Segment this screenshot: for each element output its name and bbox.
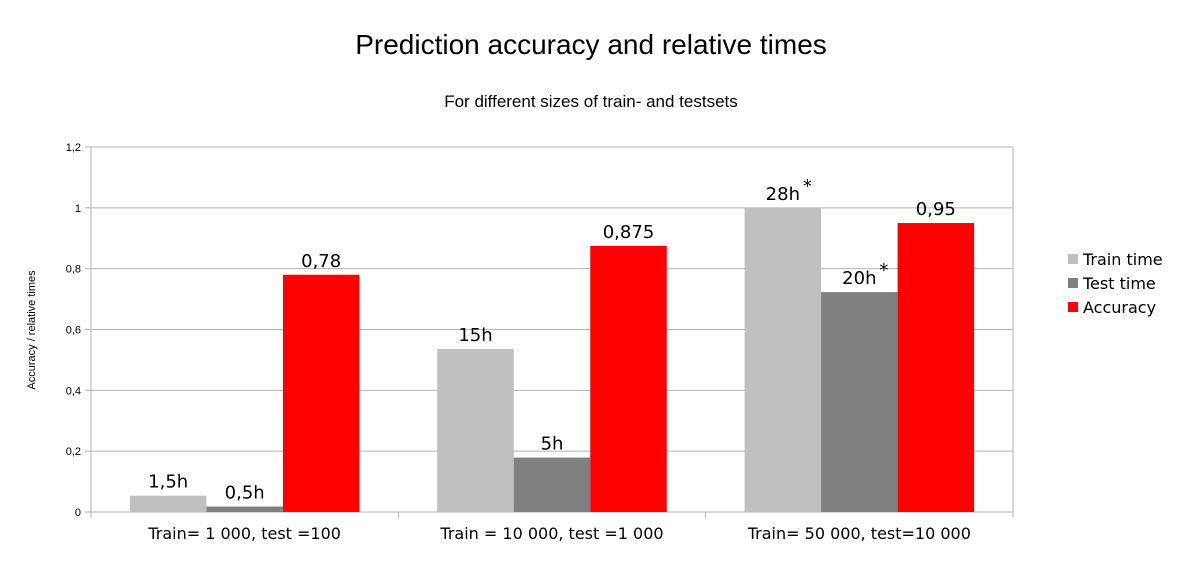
- category-label: Train = 10 000, test =1 000: [439, 524, 663, 543]
- data-label: 20h: [842, 268, 876, 289]
- data-label: 0,875: [603, 222, 655, 243]
- bar: [897, 223, 975, 512]
- bar: [282, 274, 360, 512]
- bar: [206, 506, 283, 512]
- category-labels: Train= 1 000, test =100 Train = 10 000, t…: [90, 512, 1014, 543]
- bar: [513, 457, 591, 512]
- y-tick-label: 0,4: [66, 385, 81, 397]
- y-tick-label: 1,2: [66, 142, 81, 154]
- bar: [590, 245, 667, 512]
- chart-subtitle: For different sizes of train- and testse…: [444, 92, 738, 111]
- chart-title: Prediction accuracy and relative times: [355, 29, 827, 60]
- bars: [129, 207, 975, 513]
- legend-label: Test time: [1082, 274, 1156, 293]
- y-tick-label: 1: [75, 203, 81, 215]
- y-axis-label: Accuracy / relative times: [26, 270, 38, 390]
- y-tick-label: 0,6: [66, 325, 81, 337]
- data-label-mark: *: [879, 260, 888, 281]
- legend-swatch: [1068, 278, 1078, 288]
- y-axis-ticks: 0 0,2 0,4 0,6 0,8 1 1,2: [66, 142, 91, 519]
- data-label: 15h: [458, 325, 492, 346]
- legend-swatch: [1068, 254, 1078, 264]
- data-label: 5h: [541, 434, 564, 455]
- category-label: Train= 50 000, test=10 000: [747, 524, 971, 543]
- legend-swatch: [1068, 302, 1078, 312]
- legend: Train time Test time Accuracy: [1068, 250, 1163, 317]
- data-label: 1,5h: [148, 472, 188, 493]
- y-tick-label: 0,8: [66, 264, 81, 276]
- legend-label: Accuracy: [1083, 298, 1156, 317]
- data-label: 0,95: [916, 199, 956, 220]
- data-label: 28h: [766, 184, 800, 205]
- data-label: 0,78: [301, 251, 341, 272]
- y-tick-label: 0,2: [66, 446, 81, 458]
- bar: [821, 292, 898, 512]
- category-label: Train= 1 000, test =100: [147, 524, 341, 543]
- bar: [437, 348, 514, 512]
- legend-label: Train time: [1082, 250, 1163, 269]
- data-label: 0,5h: [225, 483, 265, 504]
- bar: [129, 495, 207, 512]
- data-label-mark: *: [803, 176, 812, 197]
- bar: [744, 207, 822, 513]
- y-tick-label: 0: [75, 507, 81, 519]
